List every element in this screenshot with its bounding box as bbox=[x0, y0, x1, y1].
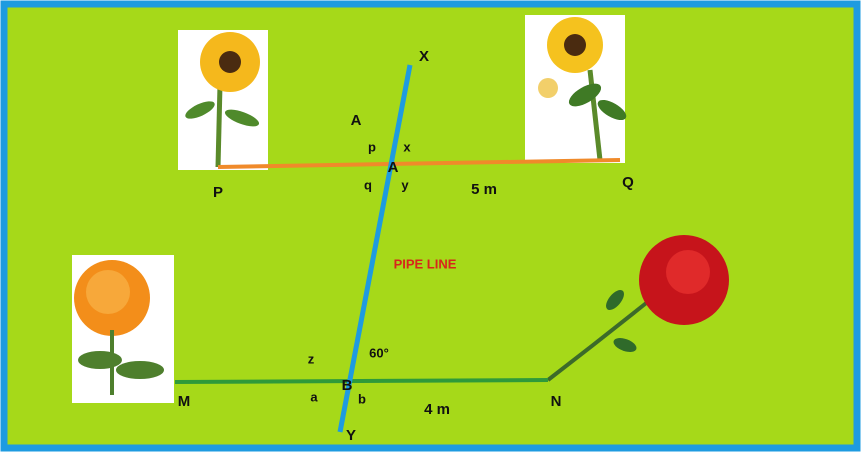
point-label: M bbox=[178, 393, 191, 410]
angle-label: 60° bbox=[369, 345, 389, 360]
angle-label: x bbox=[403, 139, 411, 154]
line-mn bbox=[175, 380, 548, 382]
point-label: N bbox=[551, 393, 562, 410]
angle-label: a bbox=[310, 389, 318, 404]
length-label: 5 m bbox=[471, 181, 497, 198]
angle-label: b bbox=[358, 391, 366, 406]
point-label: A bbox=[351, 112, 362, 129]
angle-label: p bbox=[368, 139, 376, 154]
sunflower-right bbox=[525, 15, 629, 163]
point-label: Y bbox=[346, 427, 356, 444]
sunflower-left bbox=[178, 30, 268, 170]
pipe-label: PIPE LINE bbox=[394, 256, 457, 271]
point-label: P bbox=[213, 184, 223, 201]
point-label: Q bbox=[622, 174, 634, 191]
angle-label: q bbox=[364, 177, 372, 192]
marigold bbox=[72, 255, 174, 403]
angle-label: y bbox=[401, 177, 409, 192]
length-label: 4 m bbox=[424, 401, 450, 418]
angle-label: z bbox=[308, 351, 315, 366]
point-label: B bbox=[342, 377, 353, 394]
diagram: X A p x A q y 5 m P Q PIPE LINE z 60° B … bbox=[0, 0, 861, 452]
point-label: A bbox=[388, 159, 399, 176]
point-label: X bbox=[419, 48, 429, 65]
